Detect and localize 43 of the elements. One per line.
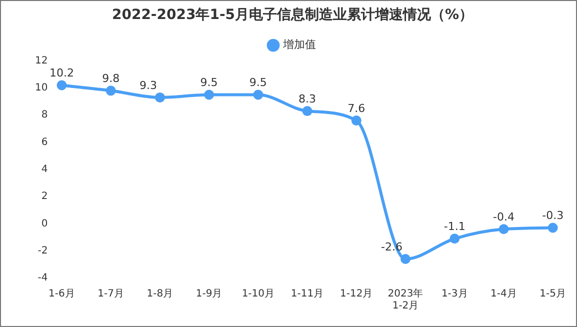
data-label: 9.8 bbox=[102, 72, 120, 86]
data-label: 10.2 bbox=[49, 66, 74, 80]
x-tick-label: 1-11月 bbox=[290, 288, 324, 300]
x-tick-label: 1-5月 bbox=[540, 288, 566, 300]
data-label: -0.3 bbox=[542, 209, 564, 222]
data-label: 9.3 bbox=[139, 78, 157, 92]
x-tick-label: 1-7月 bbox=[98, 288, 124, 300]
x-tick-label: 1-4月 bbox=[490, 288, 517, 300]
y-tick-label: 8 bbox=[41, 110, 48, 121]
point bbox=[302, 106, 312, 116]
y-tick-label: -2 bbox=[38, 245, 48, 256]
x-tick-label: 1-6月 bbox=[48, 288, 75, 300]
x-tick-label: 1-12月 bbox=[340, 288, 373, 300]
data-label: 9.5 bbox=[200, 76, 218, 90]
x-tick-label: 1-10月 bbox=[242, 288, 275, 300]
data-label: 9.5 bbox=[249, 76, 267, 90]
point bbox=[106, 86, 116, 96]
data-label: -0.4 bbox=[492, 210, 514, 224]
data-label: -1.1 bbox=[444, 220, 466, 233]
chart-title: 2022-2023年1-5月电子信息制造业累计增速情况（%） bbox=[112, 7, 474, 24]
y-tick-label: 0 bbox=[41, 218, 48, 230]
x-tick-label: 2023年 1-2月 bbox=[388, 288, 424, 312]
point bbox=[204, 90, 214, 100]
data-label: 7.6 bbox=[348, 102, 366, 115]
y-tick-label: 2 bbox=[41, 191, 48, 202]
x-tick-label: 1-9月 bbox=[196, 288, 222, 300]
point bbox=[154, 92, 165, 102]
y-tick-label: 12 bbox=[34, 55, 48, 66]
point bbox=[548, 222, 558, 233]
point bbox=[253, 90, 264, 100]
y-tick-label: 4 bbox=[41, 164, 48, 175]
point bbox=[400, 254, 410, 264]
y-tick-label: 6 bbox=[41, 136, 48, 148]
point bbox=[351, 116, 362, 126]
y-tick-label: -4 bbox=[38, 272, 48, 284]
point bbox=[56, 80, 67, 90]
data-label: 8.3 bbox=[298, 92, 316, 106]
legend-label: 增加值 bbox=[282, 38, 316, 52]
point bbox=[450, 234, 460, 244]
x-tick-label: 1-8月 bbox=[146, 288, 174, 300]
y-tick-label: 10 bbox=[34, 82, 48, 94]
x-tick-label: 1-3月 bbox=[441, 288, 468, 300]
point bbox=[498, 224, 509, 234]
